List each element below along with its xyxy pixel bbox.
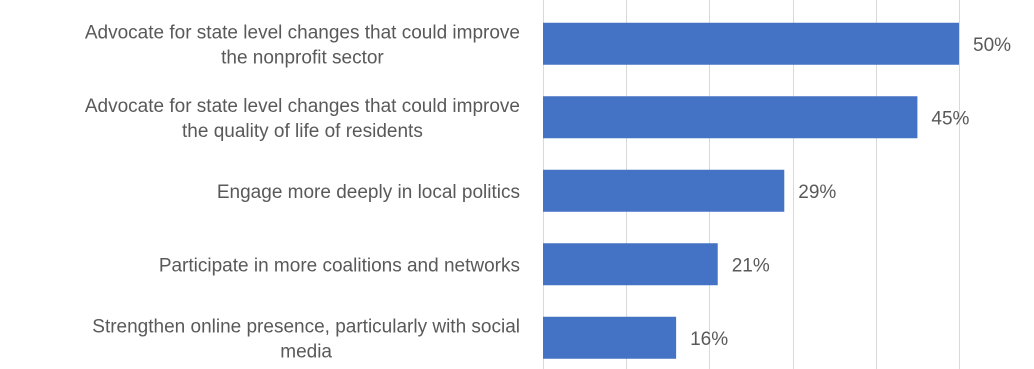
category-label-line: Advocate for state level changes that co…: [85, 96, 520, 117]
category-label-line: media: [280, 341, 332, 362]
data-label: 29%: [798, 182, 836, 203]
category-label-line: Participate in more coalitions and netwo…: [159, 255, 520, 276]
category-label: Advocate for state level changes that co…: [85, 96, 520, 142]
data-labels: 50% 45% 29% 21% 16%: [690, 35, 1011, 350]
category-label-line: Advocate for state level changes that co…: [85, 22, 520, 43]
bar: [543, 169, 785, 212]
category-label-line: Engage more deeply in local politics: [217, 182, 520, 203]
data-label: 45%: [931, 108, 969, 129]
category-label: Strengthen online presence, particularly…: [92, 316, 520, 362]
bars: [543, 22, 959, 359]
category-label-line: the quality of life of residents: [182, 121, 423, 142]
data-label: 50%: [973, 35, 1011, 56]
data-label: 16%: [690, 329, 728, 350]
category-label-line: Strengthen online presence, particularly…: [92, 316, 520, 337]
category-label: Participate in more coalitions and netwo…: [159, 255, 520, 276]
data-label: 21%: [732, 255, 770, 276]
category-label: Advocate for state level changes that co…: [85, 22, 520, 68]
bar: [543, 22, 959, 65]
category-label: Engage more deeply in local politics: [217, 182, 520, 203]
bar: [543, 96, 918, 139]
category-label-line: the nonprofit sector: [221, 47, 384, 68]
bar: [543, 243, 718, 286]
bar: [543, 316, 677, 359]
category-labels: Advocate for state level changes that co…: [85, 22, 520, 362]
